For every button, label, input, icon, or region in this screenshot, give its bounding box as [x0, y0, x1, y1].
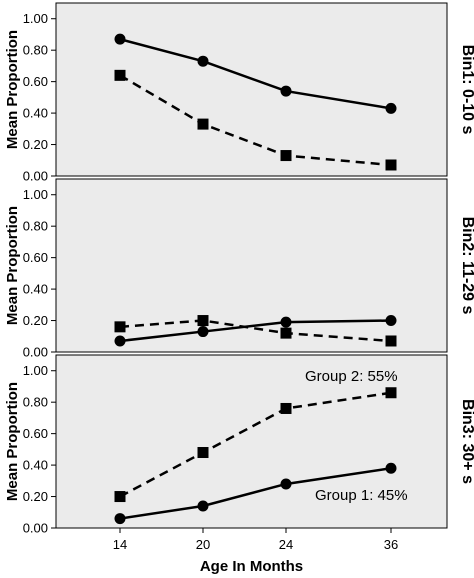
panel-2-series-1-point [280, 316, 292, 328]
x-tick-label: 36 [384, 537, 398, 552]
x-tick-label: 14 [113, 537, 127, 552]
panel-2-y-tick-label: 1.00 [23, 187, 48, 202]
panel-1-series-1-point [114, 33, 126, 45]
panel-2-y-tick-label: 0.20 [23, 313, 48, 328]
panel-3-y-tick-label: 0.60 [23, 426, 48, 441]
panel-2-y-axis-title: Mean Proportion [4, 206, 21, 325]
panel-3-series-2-point [114, 491, 126, 503]
panel-2-series-2-point [385, 335, 397, 347]
panel-1-label: Bin1: 0-10 s [459, 45, 474, 135]
panel-1-series-2-point [280, 150, 292, 162]
panel-3-series-1-point [197, 500, 209, 512]
x-axis-title: Age In Months [200, 558, 303, 575]
panel-3-y-tick-label: 1.00 [23, 363, 48, 378]
panel-3-label: Bin3: 30+ s [459, 399, 474, 484]
panel-3-series-1-point [280, 478, 292, 490]
panel-2-label: Bin2: 11-29 s [459, 217, 474, 315]
panel-2-series-1-point [385, 315, 397, 327]
panel-1-series-1-line [119, 37, 392, 110]
panel-1-y-tick-label: 1.00 [23, 11, 48, 26]
panel-1-y-tick-label: 0.60 [23, 74, 48, 89]
panel-1-y-tick-label: 0.00 [23, 169, 48, 184]
panel-3-y-tick-label: 0.40 [23, 458, 48, 473]
panel-3-y-tick-label: 0.20 [23, 489, 48, 504]
panel-1-frame [55, 2, 448, 177]
panel-3-series-1-point [114, 513, 126, 525]
panel-1-series-2-point [197, 118, 209, 130]
panel-2-y-tick-label: 0.80 [23, 219, 48, 234]
x-tick-label: 20 [196, 537, 210, 552]
x-tick-label: 24 [279, 537, 293, 552]
panel-1-series-2-point [385, 159, 397, 171]
panel-1-series-2-point [114, 69, 126, 81]
panel-3-series-1-point [385, 462, 397, 474]
panel-2-series-1-point [114, 335, 126, 347]
panel-1-series-1-point [280, 85, 292, 97]
panel-3-y-tick-label: 0.00 [23, 521, 48, 536]
panel-1-y-tick-label: 0.20 [23, 137, 48, 152]
panel-3-series-2-line [119, 391, 392, 498]
panel-3-y-tick-label: 0.80 [23, 395, 48, 410]
panel-1-series-1-point [385, 102, 397, 114]
panel-3-series-2-point [385, 387, 397, 399]
panel-2-series-1-point [197, 326, 209, 338]
panel-2-series-2-point [114, 321, 126, 333]
panel-1-y-tick-label: 0.80 [23, 43, 48, 58]
panel-3-annotation: Group 1: 45% [315, 487, 408, 504]
panel-2-series-2-point [197, 315, 209, 327]
panel-1-series-1-point [197, 55, 209, 67]
panel-1-y-axis-title: Mean Proportion [4, 30, 21, 149]
panel-3-annotation: Group 2: 55% [305, 368, 398, 385]
panel-2-series-2-line [119, 319, 392, 343]
panel-3-series-2-point [280, 402, 292, 414]
panel-1-series-2-line [119, 74, 392, 167]
panel-3-series-1-line [119, 467, 392, 520]
panel-2-y-tick-label: 0.00 [23, 345, 48, 360]
panel-2-y-tick-label: 0.40 [23, 282, 48, 297]
panel-2-y-tick-label: 0.60 [23, 250, 48, 265]
panel-3-series-2-point [197, 447, 209, 459]
panel-2-series-2-point [280, 327, 292, 339]
panel-1-y-tick-label: 0.40 [23, 106, 48, 121]
panel-3-y-axis-title: Mean Proportion [4, 382, 21, 501]
